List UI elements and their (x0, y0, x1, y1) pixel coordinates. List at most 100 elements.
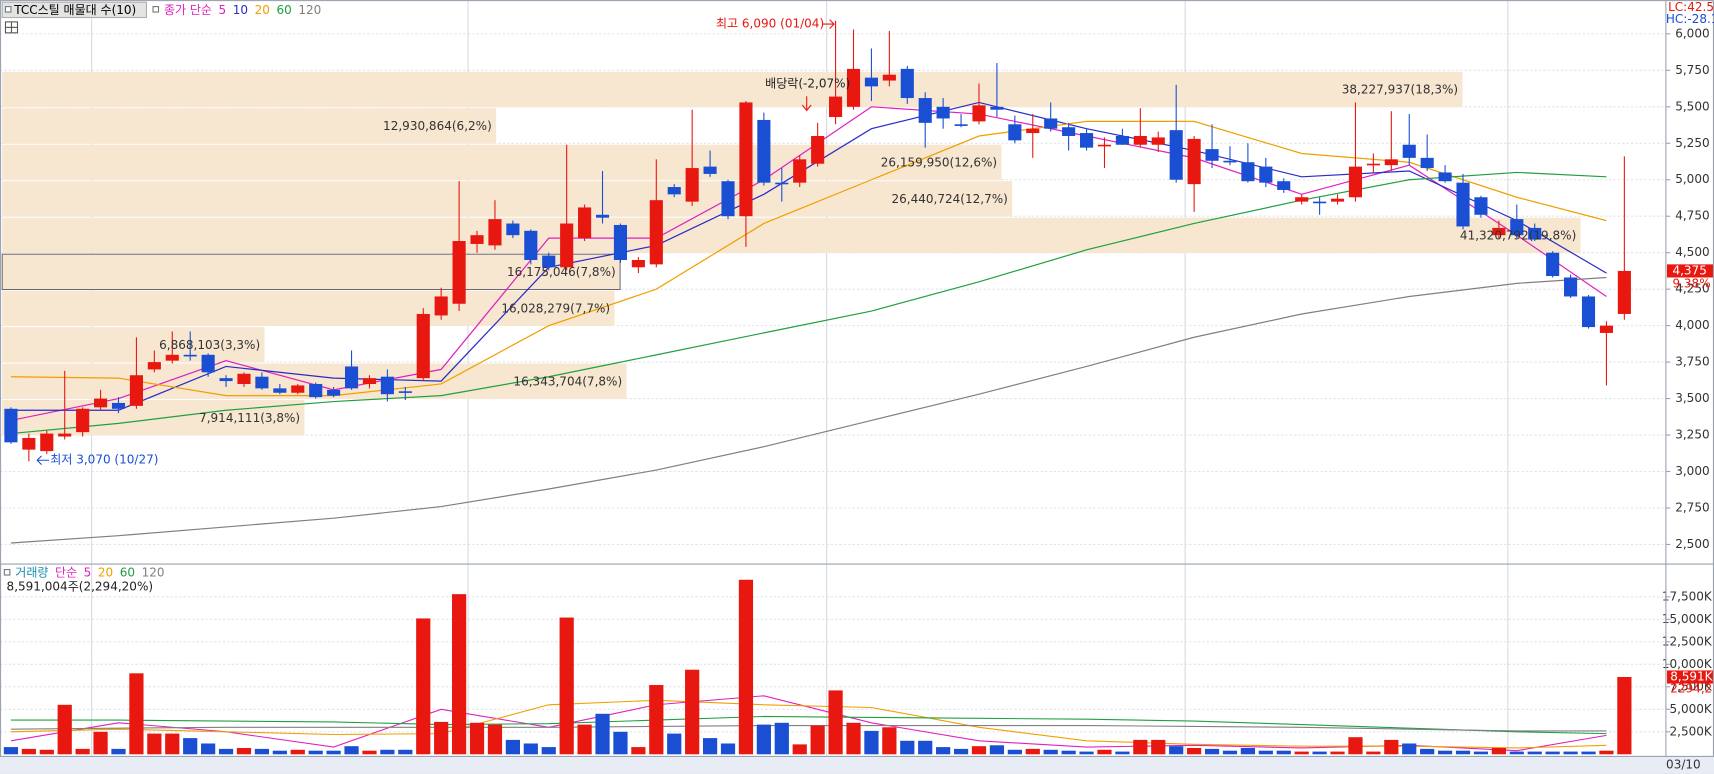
candle-body (1062, 127, 1076, 136)
volume-bar (129, 673, 144, 755)
legend-entry: 단순 (55, 565, 77, 579)
candle-body (954, 124, 968, 126)
volume-bar (631, 747, 646, 755)
volume-bar (613, 731, 628, 755)
volume-bar (810, 725, 825, 755)
dividend-annotation: 배당락(-2,07%) (765, 77, 850, 91)
volume-bar (452, 594, 467, 755)
last-date: 03/10 (1666, 758, 1701, 772)
candle-body (183, 354, 197, 357)
low-arrow (36, 455, 50, 465)
candle-body (1599, 325, 1613, 333)
price-tag (1666, 264, 1714, 278)
date-axis-strip (0, 756, 1714, 774)
volume-bar (1187, 747, 1202, 755)
volume-tag (1666, 670, 1714, 684)
candle-body (793, 159, 807, 183)
legend-entry: 종가 단순 (164, 3, 212, 17)
volume-bar (218, 748, 234, 755)
candle-body (40, 433, 54, 452)
volume-bar (380, 749, 395, 755)
legend-entry: 120 (142, 565, 165, 579)
title-box[interactable] (1, 1, 148, 19)
candle-body (1097, 144, 1112, 147)
volume-bar (541, 747, 556, 755)
candle-body (94, 398, 108, 408)
y-tick-label: 3,750 (1675, 355, 1709, 369)
candle-body (1151, 137, 1165, 145)
volume-bar (828, 690, 843, 755)
volume-bar (254, 748, 270, 755)
y-tick-label: 3,250 (1675, 428, 1709, 442)
candle-body (1259, 166, 1273, 183)
volume-bar (882, 727, 897, 755)
volume-bar (1473, 751, 1489, 755)
volume-bar (1204, 748, 1220, 755)
y-tick-label: 5,000K (1670, 702, 1713, 716)
volume-bar (1007, 749, 1022, 755)
title-icon (4, 6, 12, 13)
volume-bar (702, 738, 718, 755)
candle-body (452, 241, 466, 304)
candle-body (506, 223, 520, 236)
candle-body (380, 376, 394, 395)
volume-bar (1169, 746, 1184, 755)
volume-bar (469, 722, 485, 755)
profile-label: 41,320,792(19,8%) (1460, 228, 1576, 242)
candle-body (595, 214, 610, 218)
candle-body (1581, 296, 1596, 328)
volume-bar (183, 738, 198, 755)
profile-band (2, 71, 1463, 108)
candle-body (1402, 144, 1416, 158)
profile-label: 26,440,724(12,7%) (892, 192, 1008, 206)
candle-body (362, 378, 377, 384)
volume-bar (398, 749, 413, 755)
volume-bar (1043, 749, 1058, 755)
volume-bar (1276, 750, 1291, 755)
volume-bar (1097, 749, 1112, 755)
candle-body (846, 68, 861, 107)
candle-body (111, 402, 126, 409)
candle-body (524, 230, 538, 260)
volume-bar (201, 743, 216, 755)
candle-body (1564, 277, 1578, 297)
volume-header: 8,591,004주(2,294,20%) (7, 580, 154, 594)
profile-label: 16,028,279(7,7%) (501, 301, 610, 315)
profile-band (2, 327, 265, 363)
volume-tag-label: 8,591K (1670, 670, 1713, 684)
candle-body (972, 105, 986, 122)
volume-bar (649, 685, 664, 755)
volume-bar (165, 733, 180, 755)
volume-bar (1151, 739, 1166, 755)
candle-body (255, 376, 269, 389)
y-tick-label: 2,500K (1670, 724, 1713, 738)
candle-body (1223, 160, 1237, 163)
y-tick-label: 17,500K (1662, 589, 1713, 603)
volume-bar (1240, 747, 1256, 755)
profile-label: 16,175,046(7,8%) (507, 265, 616, 279)
volume-bar (505, 739, 520, 755)
candle-body (1313, 201, 1327, 204)
volume-bar (774, 722, 789, 755)
candle-body (1384, 159, 1398, 166)
profile-band (2, 181, 1013, 217)
candle-body (1617, 270, 1631, 314)
candle-body (273, 388, 287, 393)
legend-icon (3, 569, 11, 576)
y-tick-label: 12,500K (1662, 634, 1713, 648)
volume-bar (864, 730, 879, 755)
y-tick-label: 3,000 (1675, 464, 1709, 478)
candle-body (667, 187, 681, 195)
candle-body (1474, 197, 1488, 215)
candle-body (1026, 128, 1040, 134)
candle-body (416, 313, 430, 379)
volume-layer (3, 579, 1632, 755)
volume-bar (290, 749, 305, 755)
volume-bar (1527, 751, 1542, 755)
profile-band (2, 144, 1002, 181)
candle-layer (4, 20, 1631, 462)
y-tick-label: 5,000 (1675, 172, 1709, 186)
candle-body (685, 168, 699, 202)
candle-body (578, 207, 592, 239)
volume-bar (918, 740, 933, 755)
